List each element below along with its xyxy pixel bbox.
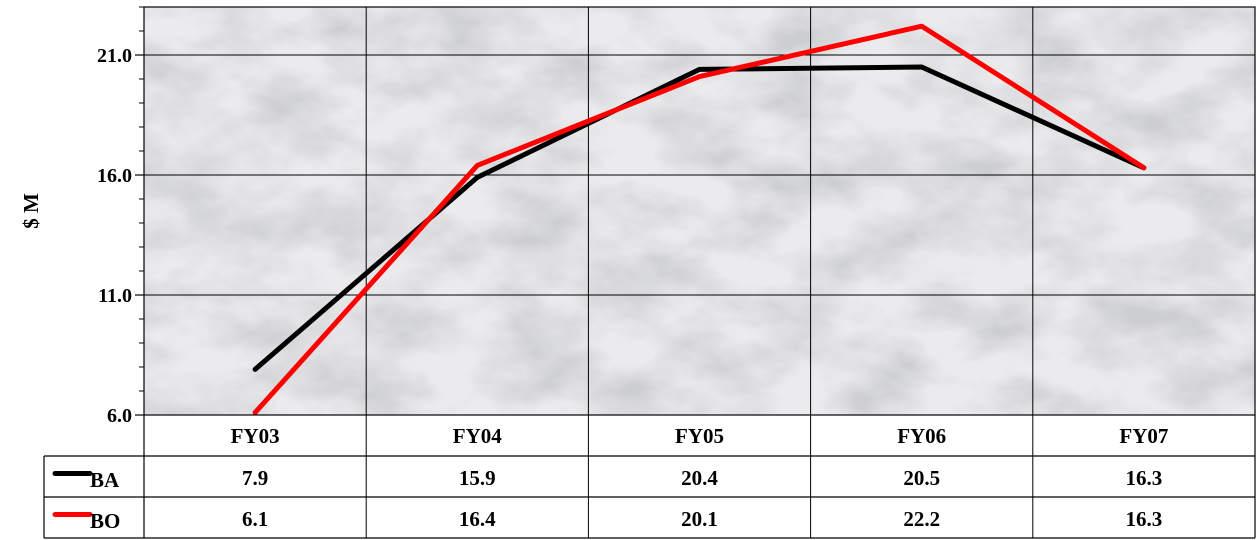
category-label: FY07: [1119, 424, 1168, 448]
data-value-label: 16.4: [459, 507, 496, 531]
y-tick-label: 6.0: [107, 405, 132, 427]
category-label: FY05: [675, 424, 724, 448]
data-value-label: 22.2: [903, 507, 940, 531]
data-table: FY03 FY04 FY05 FY06 FY07 BA 7.9 15.9 20.4 20.5 16.…: [43, 415, 1256, 539]
y-tick-label: 11.0: [98, 285, 132, 307]
y-axis: 6.0 11.0 16.0 21.0: [97, 6, 144, 427]
y-tick-label: 21.0: [97, 45, 132, 67]
data-value-label: 20.5: [903, 466, 940, 490]
data-value-label: 6.1: [242, 507, 268, 531]
series-line-ba: [252, 64, 1147, 372]
gridlines: [144, 7, 1255, 415]
category-label: FY03: [231, 424, 280, 448]
legend-label: BO: [90, 509, 120, 533]
y-tick-label: 16.0: [97, 165, 132, 187]
data-value-label: 16.3: [1126, 466, 1163, 490]
data-value-label: 15.9: [459, 466, 496, 490]
category-label: FY04: [453, 424, 502, 448]
data-value-label: 20.1: [681, 507, 718, 531]
plot-border: [143, 6, 1256, 416]
data-value-label: 16.3: [1126, 507, 1163, 531]
y-axis-label: $ M: [19, 193, 43, 229]
legend-label: BA: [90, 468, 120, 492]
data-value-label: 7.9: [242, 466, 268, 490]
series-lines: [252, 23, 1147, 416]
data-value-label: 20.4: [681, 466, 718, 490]
category-label: FY06: [897, 424, 946, 448]
series-line-bo: [252, 23, 1147, 416]
